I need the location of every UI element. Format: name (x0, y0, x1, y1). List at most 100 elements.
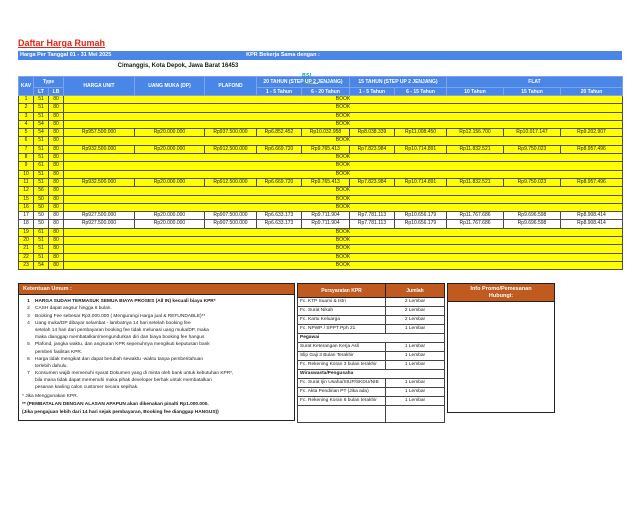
book-cell: BOOK (63, 94, 623, 105)
kav-cell: 21 (18, 244, 34, 254)
price-row: 8 51 80 BOOK (18, 153, 623, 163)
persyaratan-qty-cell: 1 Lembar (385, 342, 445, 353)
lb-cell: 80 (48, 202, 64, 213)
ketentuan-item: 3 Booking Fee sebesar Rp3.000.000 ( Mengu… (22, 313, 291, 320)
price-cell: Rp20.000.000 (134, 211, 205, 221)
ketentuan-item: 7 Konsumen wajib memenuhi syarat Dokumen … (22, 370, 291, 392)
ketentuan-item-line: setelah 14 hari dari pembayaran booking … (35, 327, 209, 333)
ketentuan-footnote: ** (PEMBATALAN DENGAN ALASAN APAPUN akan… (22, 401, 209, 407)
price-row: 9 61 80 BOOK (18, 161, 623, 171)
lt-cell: 50 (33, 219, 49, 229)
info-promo-box: Info Promo/Pemesanan Hubungi: (447, 283, 555, 413)
price-cell: Rp8.957.496 (560, 177, 623, 188)
book-cell: BOOK (63, 186, 623, 196)
column-header-flat: FLAT (446, 76, 623, 88)
persyaratan-subheader-row: Wiraswasta/Pengusaha (297, 369, 445, 380)
lt-cell: 51 (33, 153, 49, 163)
persyaratan-row: Fc. NPWP / SPPT Pph 21 1 Lembar (297, 324, 445, 335)
book-cell: BOOK (63, 169, 623, 179)
price-row: 6 51 80 BOOK (18, 136, 623, 146)
price-cell: Rp11.767.686 (446, 211, 504, 221)
price-cell: Rp9.765.413 (301, 144, 350, 155)
column-header-lb: LB (48, 87, 64, 96)
persyaratan-row: Slip Gaji 3 Bulan Terakhir 1 Lembar (297, 351, 445, 362)
price-cell: Rp12.156.700 (446, 128, 504, 138)
kav-cell: 9 (18, 161, 34, 171)
ketentuan-item-line: maka dianggap membatalkan/mengundurkan d… (35, 335, 205, 341)
ketentuan-item-number: 4 (27, 320, 30, 326)
price-cell: Rp927.500.000 (63, 211, 135, 221)
lt-cell: 51 (33, 144, 49, 155)
ketentuan-umum-box: Ketentuan Umum : 1 HARGA SUDAH TERMASUK S… (18, 283, 295, 422)
price-row: 21 51 80 BOOK (18, 244, 623, 254)
lt-cell: 51 (33, 177, 49, 188)
book-cell: BOOK (63, 136, 623, 146)
lt-cell: 54 (33, 128, 49, 138)
persyaratan-qty-cell: 1 Lembar (385, 378, 445, 389)
price-cell: Rp8.908.414 (560, 211, 623, 221)
info-promo-body (448, 301, 554, 412)
price-row: 23 54 80 BOOK (18, 260, 623, 271)
column-subheader: 1 - 5 Tahun (256, 87, 302, 96)
kav-cell: 12 (18, 186, 34, 196)
book-cell: BOOK (63, 161, 623, 171)
lb-cell: 80 (48, 103, 64, 113)
price-cell: Rp907.500.000 (204, 219, 257, 229)
price-cell: Rp927.500.000 (63, 219, 135, 229)
ketentuan-item-line: Booking Fee sebesar Rp3.000.000 ( Mengur… (35, 313, 206, 319)
column-header-15-tahun: 15 TAHUN (STEP UP 2 JENJANG) (349, 76, 447, 88)
ketentuan-item-text: Harga tidak mengikat dan dapat berubah s… (35, 356, 291, 370)
lt-cell: 50 (33, 194, 49, 204)
price-cell: Rp9.711.904 (301, 219, 350, 229)
ketentuan-item-text: Konsumen wajib memenuhi syarat Dokumen y… (35, 370, 291, 392)
ketentuan-item: 6 Harga tidak mengikat dan dapat berubah … (22, 356, 291, 370)
price-row: 7 51 80 Rp932.500.000 Rp20.000.000 Rp912.500.… (18, 144, 623, 155)
lb-cell: 80 (48, 169, 64, 179)
book-cell: BOOK (63, 111, 623, 121)
column-header-plafond: PLAFOND (204, 76, 257, 96)
price-cell: Rp10.714.891 (394, 177, 447, 188)
ketentuan-item-number: 6 (27, 356, 30, 362)
book-cell: BOOK (63, 244, 623, 254)
price-cell: Rp957.500.000 (63, 128, 135, 138)
lb-cell: 80 (48, 177, 64, 188)
price-cell: Rp9.765.413 (301, 177, 350, 188)
kav-cell: 20 (18, 236, 34, 246)
book-cell: BOOK (63, 119, 623, 130)
lt-cell: 51 (33, 244, 49, 254)
price-cell: Rp7.823.984 (349, 144, 395, 155)
ketentuan-item-line: Harga tidak mengikat dan dapat berubah s… (35, 356, 203, 362)
persyaratan-label-cell: Fc. KTP Suami & Istri (297, 297, 386, 308)
column-subheader: 1 - 5 Tahun (349, 87, 395, 96)
persyaratan-row: Fc. Akta Pendirian PT (Jika ada) 1 Lembar (297, 387, 445, 398)
column-subheader: 6 - 20 Tahun (301, 87, 350, 96)
persyaratan-label-cell: Fc. Akta Pendirian PT (Jika ada) (297, 387, 386, 398)
ketentuan-item-number: 7 (27, 371, 30, 377)
ketentuan-footnote: (Jika pengajuan lebih dari 14 hari sejak… (22, 410, 219, 416)
lb-cell: 80 (48, 252, 64, 262)
ketentuan-item-number: 1 (27, 299, 30, 305)
ketentuan-list: 1 HARGA SUDAH TERMASUK SEMUA BIAYA PROSES… (19, 295, 294, 420)
price-row: 2 51 80 BOOK (18, 103, 623, 113)
persyaratan-row: Fc. Surat Nikah 2 Lembar (297, 306, 445, 317)
persyaratan-qty-cell: 1 Lembar (385, 360, 445, 371)
price-row: 19 61 80 BOOK (18, 227, 623, 238)
persyaratan-label-cell: Fc. Surat Ijin Usaha/SIUP/SKDU/NIB (297, 378, 386, 389)
price-cell: Rp6.852.452 (256, 128, 302, 138)
price-cell: Rp907.500.000 (204, 211, 257, 221)
persyaratan-qty-cell: 1 Lembar (385, 387, 445, 398)
lb-cell: 80 (48, 119, 64, 130)
ketentuan-item-line: pesanan kavling calon customer secara se… (35, 385, 139, 391)
kav-cell: 18 (18, 219, 34, 229)
info-promo-header: Info Promo/Pemesanan Hubungi: (448, 284, 554, 302)
persyaratan-subheader-row: Pegawai (297, 333, 445, 344)
kav-cell: 22 (18, 252, 34, 262)
kav-cell: 16 (18, 202, 34, 213)
kav-cell: 1 (18, 94, 34, 105)
kav-cell: 23 (18, 260, 34, 271)
persyaratan-subheader-cell: Pegawai (297, 333, 445, 344)
persyaratan-row: Fc. KTP Suami & Istri 2 Lembar (297, 297, 445, 308)
persyaratan-label-cell: Fc. Rekening Koran 6 bulan terakhir (297, 396, 386, 407)
persyaratan-qty-cell: 2 Lembar (385, 297, 445, 308)
column-header-lt: LT (33, 87, 49, 96)
